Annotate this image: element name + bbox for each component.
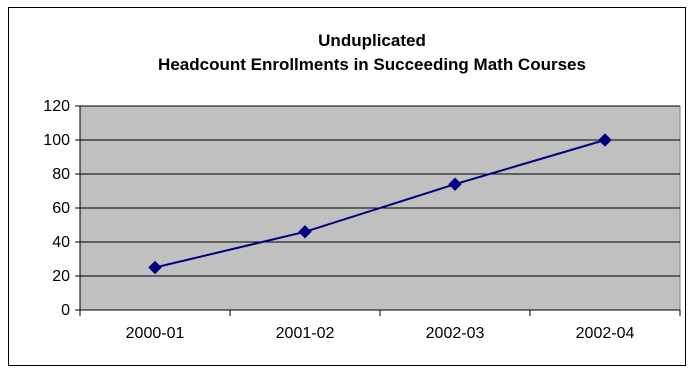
x-tick-label-2002-04: 2002-04 xyxy=(576,325,635,342)
y-tick-label-100: 100 xyxy=(43,132,70,149)
y-tick-label-60: 60 xyxy=(52,200,70,217)
data-point-2001-02 xyxy=(298,225,312,239)
data-point-2002-04 xyxy=(598,133,612,147)
plot-area: 0 20 40 60 80 100 120 2000-01 2001-02 2002-03 2002… xyxy=(43,98,681,342)
data-point-2002-03 xyxy=(448,177,462,191)
y-tick-label-80: 80 xyxy=(52,166,70,183)
y-tick-label-40: 40 xyxy=(52,234,70,251)
chart-title-line-1: Unduplicated xyxy=(318,31,426,50)
x-tick-label-2002-03: 2002-03 xyxy=(426,325,485,342)
x-tick-label-2000-01: 2000-01 xyxy=(126,325,185,342)
chart-title-line-2: Headcount Enrollments in Succeeding Math… xyxy=(158,55,586,74)
data-point-2000-01 xyxy=(148,260,162,275)
y-tick-label-20: 20 xyxy=(52,268,70,285)
y-tick-label-0: 0 xyxy=(61,302,70,319)
x-tick-label-2001-02: 2001-02 xyxy=(276,325,335,342)
series-line-0 xyxy=(154,139,606,269)
y-tick-label-120: 120 xyxy=(43,98,70,115)
